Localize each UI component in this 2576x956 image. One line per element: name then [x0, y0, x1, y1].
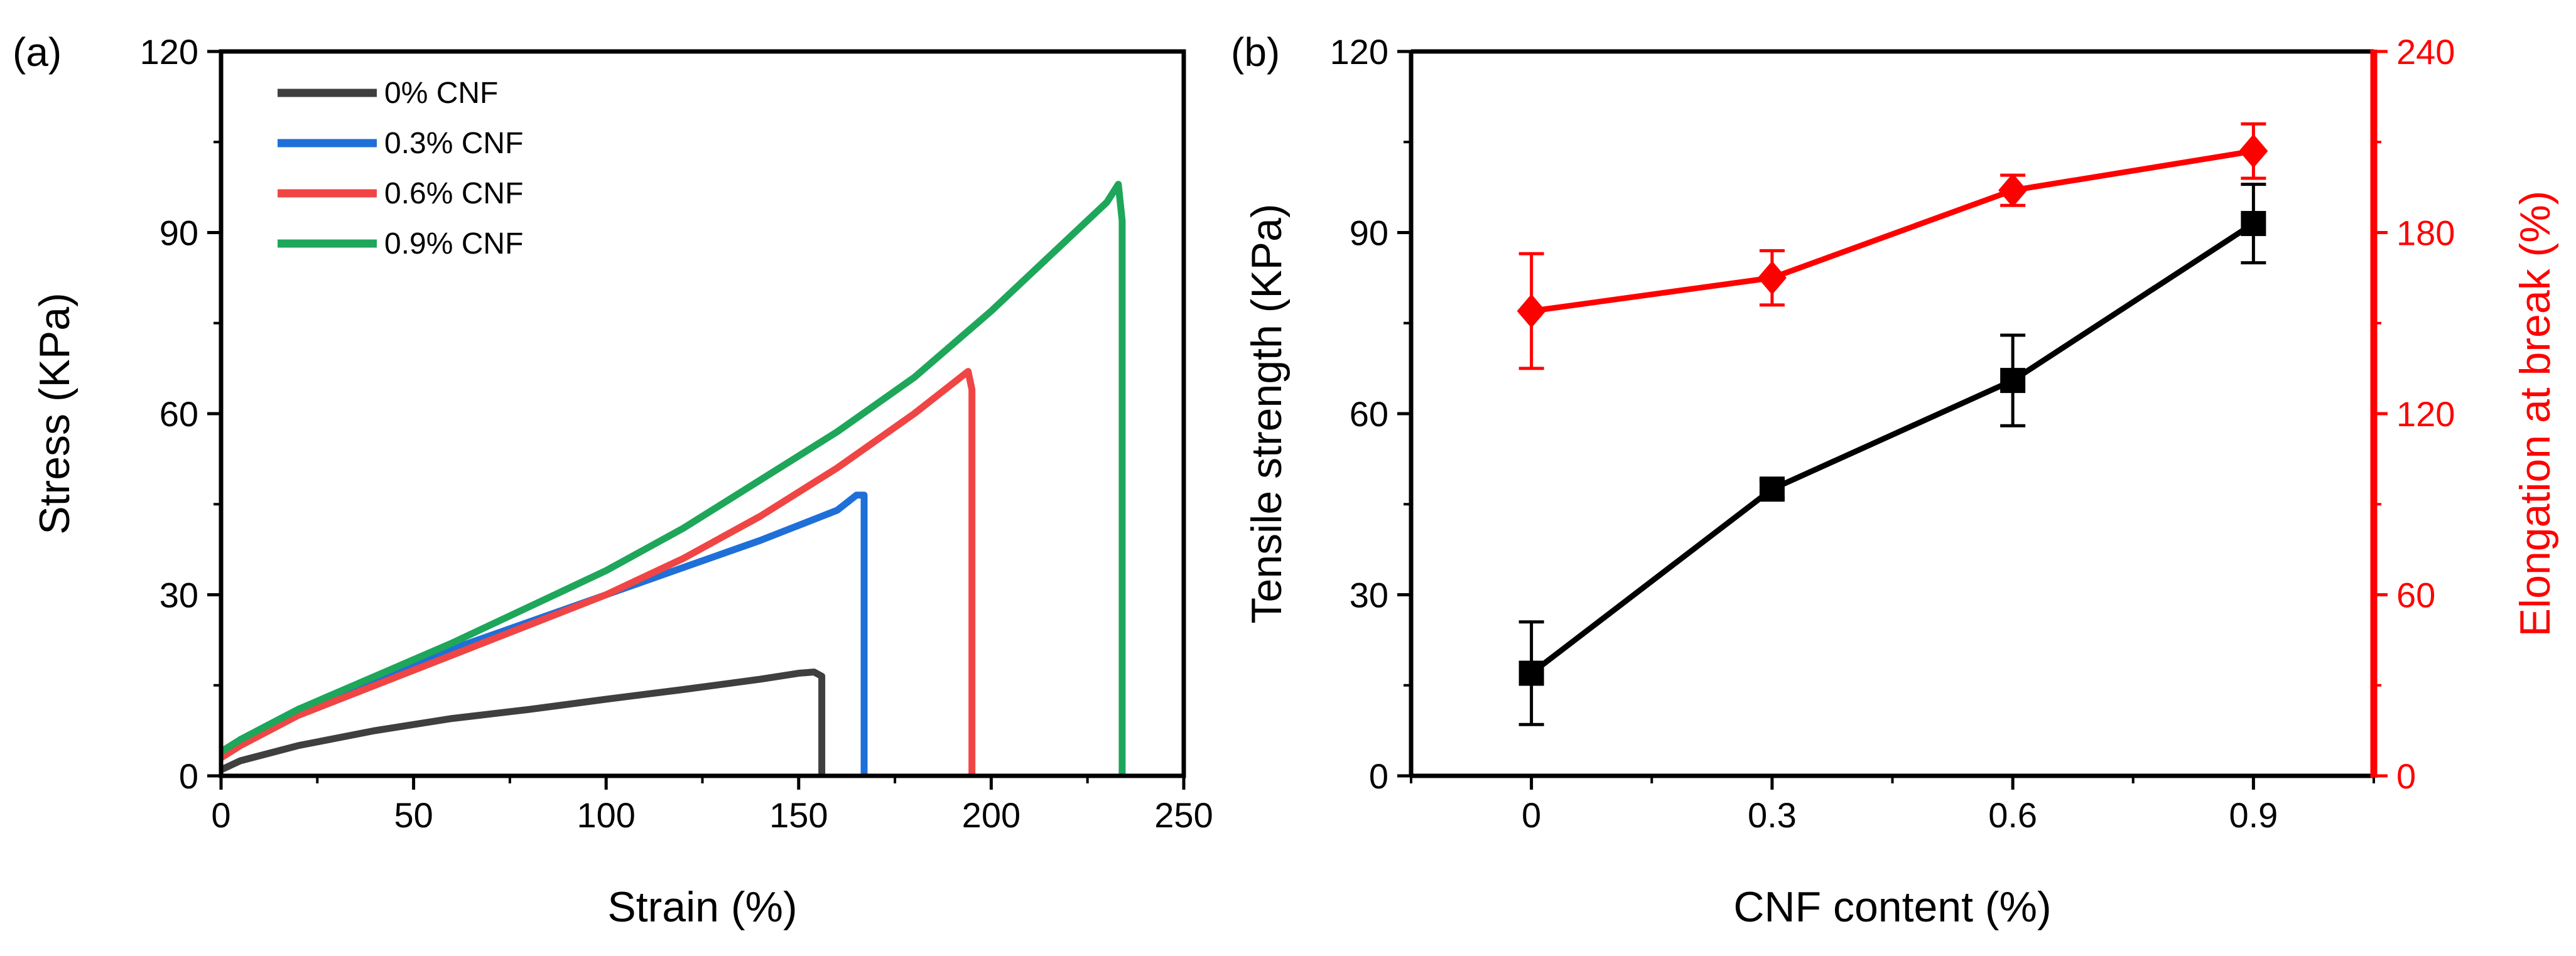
elongation-at-break-point — [1517, 294, 1546, 328]
legend-label: 0.9% CNF — [384, 227, 523, 260]
tensile-strength-point — [2241, 211, 2266, 237]
x-tick-label: 250 — [1154, 795, 1213, 835]
legend-label: 0% CNF — [384, 77, 498, 110]
x-tick-label: 0.6 — [1988, 795, 2037, 835]
y2-tick-label: 120 — [2396, 394, 2455, 434]
x-axis-label: CNF content (%) — [1733, 883, 2051, 931]
series-line-0-6-cnf — [219, 368, 976, 776]
y-tick-label: 90 — [160, 213, 198, 253]
legend-label: 0.3% CNF — [384, 127, 523, 160]
tensile-elongation-chart: 0 0.3 0.6 0.9 0 30 60 90 120 0 60 120 180 240 CNF cont… — [1243, 32, 2559, 931]
x-tick-label: 100 — [576, 795, 635, 835]
x-tick-label: 200 — [962, 795, 1020, 835]
tensile-strength-point — [1759, 476, 1785, 502]
x-tick-label: 50 — [394, 795, 433, 835]
panel-b-label: (b) — [1231, 30, 1280, 75]
y-tick-label: 90 — [1350, 213, 1388, 253]
tensile-strength-point — [1518, 660, 1544, 686]
elongation-at-break-line — [1530, 148, 2254, 314]
legend-label: 0.6% CNF — [384, 177, 523, 210]
y2-tick-label: 0 — [2396, 756, 2416, 796]
series-line-0-9-cnf — [219, 181, 1126, 776]
y2-axis-label: Elongation at break (%) — [2511, 191, 2559, 637]
y-tick-label: 0 — [179, 756, 198, 796]
y2-tick-label: 60 — [2396, 576, 2435, 615]
x-axis-label: Strain (%) — [607, 883, 797, 931]
y2-tick-label: 240 — [2396, 32, 2455, 72]
series-line-0-3-cnf — [219, 491, 868, 776]
elongation-at-break-point — [1998, 173, 2028, 208]
x-tick-label: 150 — [769, 795, 828, 835]
tensile-strength-line — [1529, 221, 2255, 676]
y-tick-label: 30 — [1350, 576, 1388, 615]
elongation-at-break-point — [1757, 260, 1787, 295]
y-tick-label: 30 — [160, 576, 198, 615]
x-tick-label: 0 — [211, 795, 230, 835]
x-tick-label: 0.9 — [2229, 795, 2278, 835]
y-axis-label: Stress (KPa) — [31, 293, 78, 534]
y-axis-label: Tensile strength (KPa) — [1243, 204, 1291, 624]
panel-a-label: (a) — [13, 30, 62, 75]
y-tick-label: 120 — [1330, 32, 1388, 72]
x-tick-label: 0.3 — [1748, 795, 1797, 835]
y-tick-label: 60 — [1350, 394, 1388, 434]
y-tick-label: 60 — [160, 394, 198, 434]
axes-frame — [219, 49, 1186, 778]
y-tick-label: 0 — [1369, 756, 1388, 796]
x-tick-label: 0 — [1522, 795, 1541, 835]
y2-tick-label: 180 — [2396, 213, 2455, 253]
y-tick-label: 120 — [140, 32, 198, 72]
elongation-at-break-point — [2239, 134, 2268, 168]
series-line-0-cnf — [219, 669, 826, 776]
stress-strain-chart: 0 50 100 150 200 250 0 30 60 90 120 0% CNF 0.3% CNF 0… — [31, 32, 1213, 931]
tensile-strength-point — [2000, 368, 2026, 394]
